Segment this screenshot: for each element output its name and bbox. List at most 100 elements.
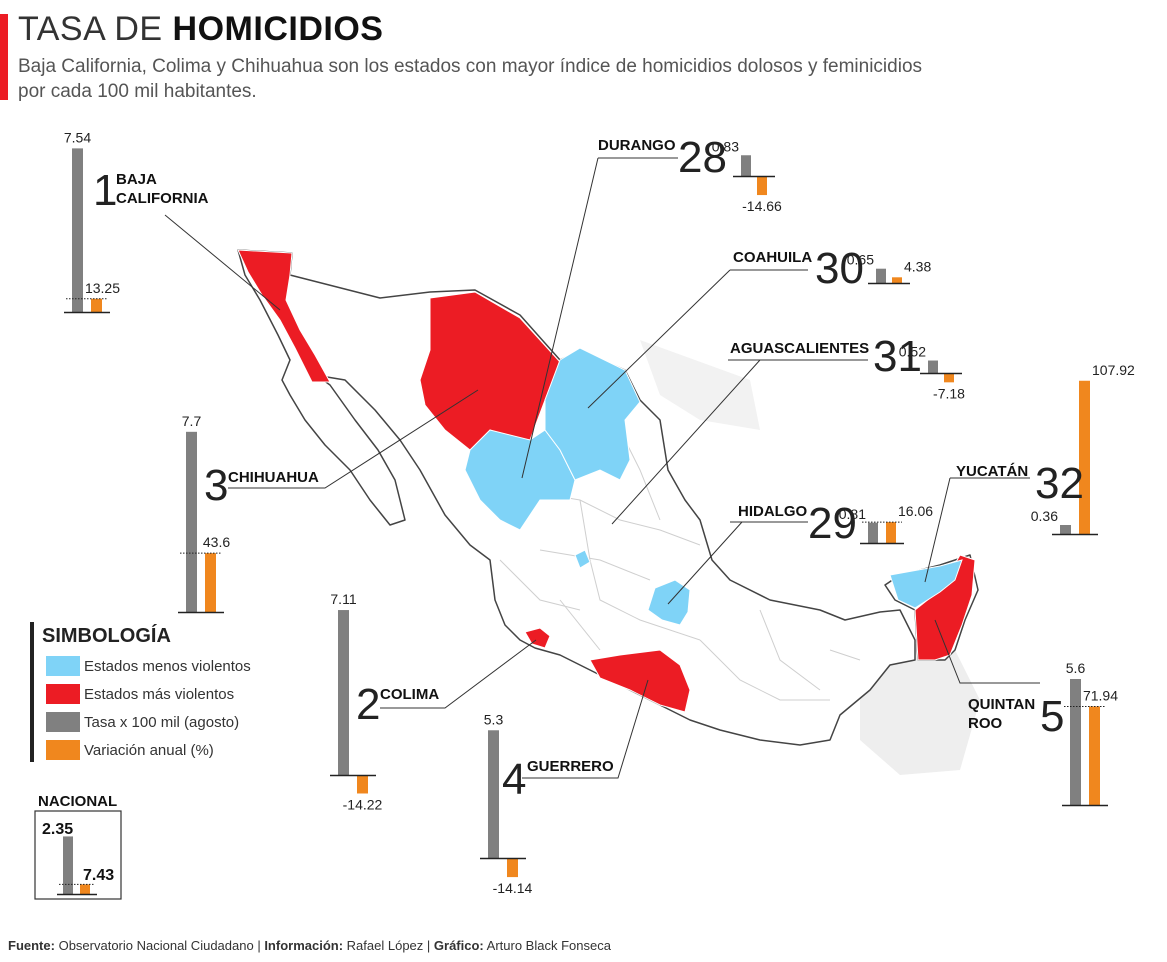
change-bar [944,373,954,383]
title-bold: HOMICIDIOS [172,10,384,48]
rate-label: 5.6 [1066,660,1086,676]
state-name: YUCATÁN [956,463,1028,480]
legend: SIMBOLOGÍA Estados menos violentos Estad… [30,622,251,762]
page-title: TASA DE HOMICIDIOS [18,10,383,49]
leader-baja-california [164,214,281,311]
footer: Fuente: Observatorio Nacional Ciudadano … [8,938,611,953]
change-label: 71.94 [1083,687,1118,703]
change-bar [1089,706,1100,805]
legend-label-change: Variación anual (%) [84,742,214,759]
change-bar [205,553,216,612]
state-name: CALIFORNIA [116,190,209,207]
rank-number: 2 [356,680,380,729]
change-label: 43.6 [203,534,230,550]
state-name: AGUASCALIENTES [730,340,869,357]
legend-label-most-violent: Estados más violentos [84,686,234,703]
footer-info-label: Información: [264,938,344,953]
change-bar [357,775,368,794]
national-title: NACIONAL [38,793,117,810]
rate-bar [928,360,938,373]
map-shadow [860,640,980,775]
change-label: -14.14 [493,880,533,896]
rank-number: 31 [873,332,922,381]
subtitle-line-2: por cada 100 mil habitantes. [18,81,257,102]
legend-item-most-violent: Estados más violentos [46,684,234,704]
change-bar [507,858,518,878]
page-subtitle: Baja California, Colima y Chihuahua son … [18,54,998,104]
leader-lines [164,157,1040,779]
state-name: COAHUILA [733,249,812,266]
legend-accent-bar [30,622,34,762]
rate-label: 0.65 [847,252,874,268]
footer-graphic-label: Gráfico: [433,938,484,953]
leader-colima [380,639,537,709]
state-guerrero [589,649,691,713]
rank-number: 32 [1035,459,1084,508]
leader-yucatan [924,477,1030,583]
state-name: BAJA [116,171,157,188]
change-bar [892,277,902,283]
change-bar [1079,380,1090,534]
legend-swatch-rate [46,712,80,732]
state-chart-3: 7.7 43.6 3 CHIHUAHUA [178,413,319,614]
title-accent-bar [0,14,8,100]
leader-chihuahua [228,389,479,489]
national-change-label: 7.43 [83,867,114,884]
rate-label: 0.52 [899,344,926,360]
rate-label: 5.3 [484,711,504,727]
legend-title: SIMBOLOGÍA [42,624,171,647]
state-name: CHIHUAHUA [228,469,319,486]
national-change-bar [80,884,90,894]
leader-durango [521,157,678,479]
map-shadow-north [640,340,760,430]
change-label: 4.38 [904,258,931,274]
change-label: -7.18 [933,385,965,401]
rate-label: 7.54 [64,129,91,145]
state-chart-4: 5.3 -14.14 4 GUERRERO [480,711,614,896]
rank-number: 28 [678,133,727,182]
rank-number: 30 [815,244,864,293]
rate-bar [72,148,83,312]
state-name: QUINTAN [968,696,1035,713]
change-label: 107.92 [1092,362,1135,378]
leader-coahuila [587,269,808,409]
state-yucatan [889,559,963,609]
legend-swatch-most-violent [46,684,80,704]
state-name: COLIMA [380,686,439,703]
state-name: HIDALGO [738,503,807,520]
rate-label: 7.11 [330,591,356,607]
footer-info: Rafael López [346,938,424,953]
state-name: GUERRERO [527,758,614,775]
state-aguascalientes [574,549,591,569]
rate-bar [186,431,197,612]
state-name: DURANGO [598,137,676,154]
state-chart-5: 5.6 71.94 5 QUINTAN ROO [968,660,1118,807]
rank-number: 29 [808,499,857,548]
rate-bar [868,522,878,543]
rate-bar [1070,679,1081,805]
change-label: 13.25 [85,280,120,296]
rate-bar [876,268,886,283]
legend-swatch-least-violent [46,656,80,676]
legend-label-least-violent: Estados menos violentos [84,658,251,675]
change-label: -14.22 [343,796,383,812]
legend-swatch-change [46,740,80,760]
national-box [34,810,122,900]
subtitle-line-1: Baja California, Colima y Chihuahua son … [18,56,923,77]
leader-hidalgo [667,521,808,605]
change-label: 16.06 [898,503,933,519]
rate-label: 0.36 [1031,508,1058,524]
footer-source: Observatorio Nacional Ciudadano [58,938,254,953]
rate-bar [488,730,499,858]
leader-quintana-roo [934,619,1040,684]
legend-label-rate: Tasa x 100 mil (agosto) [84,714,239,731]
footer-graphic: Arturo Black Fonseca [486,938,611,953]
national-rate-bar [63,836,73,894]
change-label: -14.66 [742,198,782,214]
title-light: TASA DE [18,10,163,48]
state-chart-2: 7.11 -14.22 2 COLIMA [330,591,439,812]
